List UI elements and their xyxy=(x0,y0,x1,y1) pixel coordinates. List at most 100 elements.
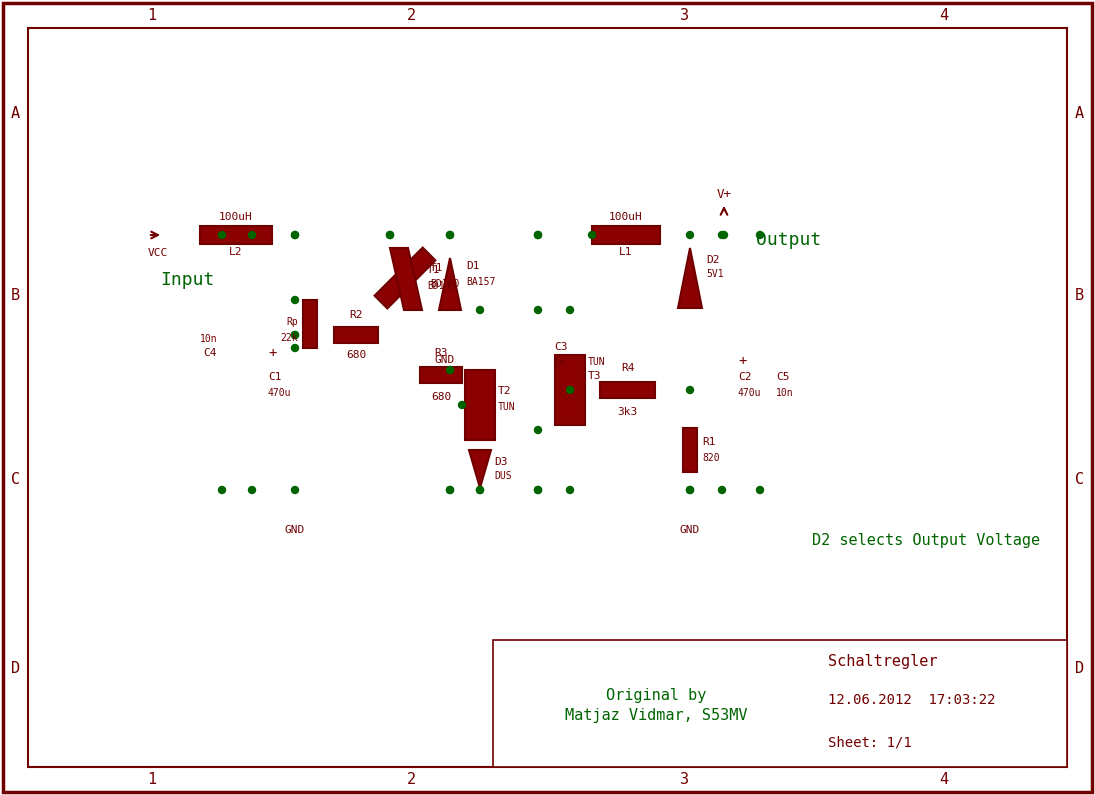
Circle shape xyxy=(687,231,693,238)
Text: D3: D3 xyxy=(494,457,507,467)
Text: 100uH: 100uH xyxy=(219,212,253,222)
Polygon shape xyxy=(390,248,422,310)
Text: Original by: Original by xyxy=(607,688,706,703)
Bar xyxy=(600,382,655,398)
Circle shape xyxy=(447,231,453,238)
Circle shape xyxy=(687,487,693,494)
Circle shape xyxy=(447,366,453,374)
Text: 1n: 1n xyxy=(554,358,566,368)
Text: D: D xyxy=(1075,661,1084,676)
Circle shape xyxy=(687,386,693,394)
Circle shape xyxy=(249,487,255,494)
Circle shape xyxy=(718,487,726,494)
Bar xyxy=(200,226,272,244)
Circle shape xyxy=(534,487,542,494)
Circle shape xyxy=(476,307,484,313)
Text: C3: C3 xyxy=(554,342,567,352)
Bar xyxy=(592,226,660,244)
Circle shape xyxy=(291,332,299,339)
Text: GND: GND xyxy=(435,355,456,365)
Bar xyxy=(334,327,378,343)
Circle shape xyxy=(219,487,226,494)
Circle shape xyxy=(387,231,393,238)
Text: 3: 3 xyxy=(680,772,689,787)
Text: 1: 1 xyxy=(147,772,157,787)
Text: D: D xyxy=(11,661,20,676)
Circle shape xyxy=(447,487,453,494)
Circle shape xyxy=(566,307,574,313)
Text: BA157: BA157 xyxy=(466,277,495,287)
Text: 2: 2 xyxy=(407,772,416,787)
Text: D1: D1 xyxy=(466,261,480,271)
Text: C4: C4 xyxy=(204,348,217,358)
Text: C5: C5 xyxy=(776,372,789,382)
Circle shape xyxy=(687,487,693,494)
Text: Matjaz Vidmar, S53MV: Matjaz Vidmar, S53MV xyxy=(565,708,748,723)
Text: 10n: 10n xyxy=(199,334,217,344)
Text: C2: C2 xyxy=(738,372,751,382)
Circle shape xyxy=(566,487,574,494)
Bar xyxy=(374,247,436,308)
Text: A: A xyxy=(11,107,20,122)
Text: TUN: TUN xyxy=(588,357,606,367)
Text: 100uH: 100uH xyxy=(609,212,643,222)
Text: TUN: TUN xyxy=(498,402,516,412)
Text: 22k: 22k xyxy=(280,333,298,343)
Text: R4: R4 xyxy=(621,363,634,373)
Text: T3: T3 xyxy=(588,371,601,381)
Polygon shape xyxy=(678,248,702,308)
Text: B: B xyxy=(11,288,20,303)
Bar xyxy=(303,300,316,348)
Circle shape xyxy=(476,487,484,494)
Circle shape xyxy=(291,231,299,238)
Text: BD140: BD140 xyxy=(430,279,460,289)
Text: 4: 4 xyxy=(940,772,948,787)
Circle shape xyxy=(757,487,763,494)
Text: Sheet: 1/1: Sheet: 1/1 xyxy=(828,735,912,750)
Bar xyxy=(555,355,585,425)
Polygon shape xyxy=(469,450,491,488)
Text: D2: D2 xyxy=(706,255,719,265)
Bar xyxy=(683,428,698,472)
Circle shape xyxy=(291,344,299,351)
Text: BD140: BD140 xyxy=(427,281,457,291)
Circle shape xyxy=(757,231,763,238)
Circle shape xyxy=(291,297,299,304)
Text: Rp: Rp xyxy=(286,317,298,327)
Text: L1: L1 xyxy=(620,247,633,257)
Circle shape xyxy=(718,231,726,238)
Bar xyxy=(420,367,462,383)
Text: Output: Output xyxy=(756,231,821,249)
Circle shape xyxy=(291,332,299,339)
Text: +: + xyxy=(738,354,747,368)
Text: 680: 680 xyxy=(430,392,451,402)
Circle shape xyxy=(291,231,299,238)
Text: R2: R2 xyxy=(349,310,362,320)
Circle shape xyxy=(588,231,596,238)
Text: 680: 680 xyxy=(346,350,366,360)
Text: 470u: 470u xyxy=(738,388,761,398)
Text: DUS: DUS xyxy=(494,471,511,481)
Text: C: C xyxy=(11,472,20,487)
Polygon shape xyxy=(439,258,461,310)
Text: GND: GND xyxy=(285,525,306,535)
Circle shape xyxy=(447,487,453,494)
Text: 3k3: 3k3 xyxy=(618,407,637,417)
Text: R3: R3 xyxy=(435,348,448,358)
Text: D2 selects Output Voltage: D2 selects Output Voltage xyxy=(811,533,1040,548)
Text: T1: T1 xyxy=(427,265,440,275)
Circle shape xyxy=(476,487,484,494)
Circle shape xyxy=(721,231,727,238)
Text: 1: 1 xyxy=(147,8,157,23)
Text: +: + xyxy=(268,346,276,360)
Text: 12.06.2012  17:03:22: 12.06.2012 17:03:22 xyxy=(828,693,995,708)
Circle shape xyxy=(291,487,299,494)
Circle shape xyxy=(219,231,226,238)
Text: 5V1: 5V1 xyxy=(706,269,724,279)
Circle shape xyxy=(566,386,574,394)
Text: 2: 2 xyxy=(407,8,416,23)
Text: 3: 3 xyxy=(680,8,689,23)
Text: Schaltregler: Schaltregler xyxy=(828,654,937,669)
Text: 820: 820 xyxy=(702,453,719,463)
Circle shape xyxy=(534,307,542,313)
